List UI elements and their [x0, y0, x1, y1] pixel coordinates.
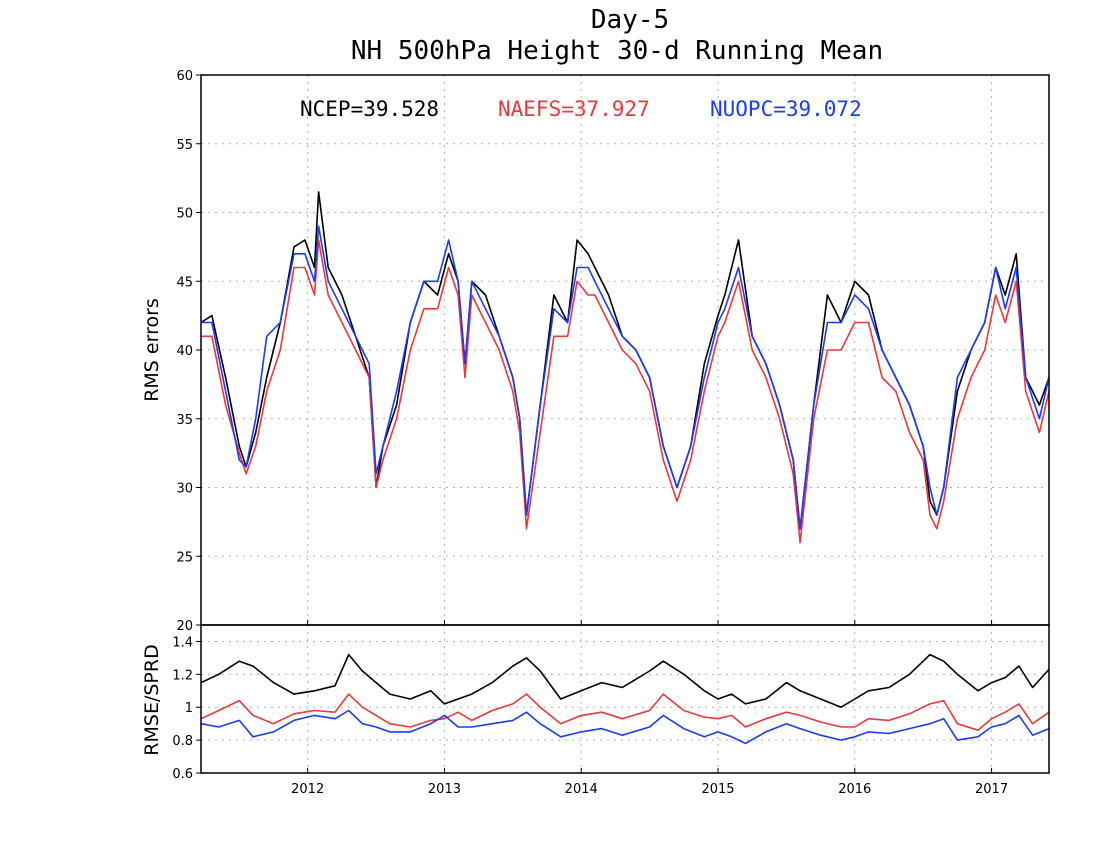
x-tick-label: 2014 [565, 782, 598, 797]
bottom-y-tick-label: 1 [185, 701, 193, 716]
top-y-tick-label: 50 [176, 207, 193, 222]
top-y-tick-label: 55 [176, 138, 193, 153]
x-tick-label: 2012 [291, 782, 324, 797]
legend-entry-0: NCEP=39.528 [300, 97, 439, 121]
top-y-axis-label: RMS errors [141, 298, 163, 402]
chart-subtitle: NH 500hPa Height 30-d Running Mean [351, 36, 883, 66]
bottom-panel: 0.6 0.8 1 1.2 1.4 2012 2013 2014 2015 2016 2017 [172, 624, 1050, 797]
x-tick-label: 2017 [975, 782, 1008, 797]
x-tick-label: 2015 [701, 782, 734, 797]
top-y-tick-label: 30 [176, 482, 193, 497]
bottom-y-tick-label: 1.2 [172, 668, 193, 683]
chart-title: Day-5 [591, 5, 669, 35]
bottom-plot-frame [200, 624, 1050, 774]
bottom-y-axis-label: RMSE/SPRD [141, 644, 163, 755]
bottom-series-line-0 [200, 653, 1050, 709]
bottom-y-tick-label: 0.8 [172, 734, 193, 749]
bottom-series-line-2 [200, 709, 1050, 745]
legend-entry-2: NUOPC=39.072 [710, 97, 862, 121]
top-y-tick-label: 35 [176, 413, 193, 428]
top-panel: 20 25 30 35 40 45 50 55 60 [176, 69, 1050, 634]
bottom-series-line-1 [200, 693, 1050, 732]
top-y-tick-label: 20 [176, 619, 193, 634]
top-y-tick-label: 45 [176, 275, 193, 290]
top-series-line-1 [201, 239, 1050, 544]
top-y-tick-label: 25 [176, 550, 193, 565]
bottom-y-tick-label: 1.4 [172, 635, 193, 650]
x-tick-label: 2016 [838, 782, 871, 797]
top-series-line-0 [200, 191, 1050, 530]
top-y-tick-label: 60 [176, 69, 193, 84]
legend-entry-1: NAEFS=37.927 [498, 97, 650, 121]
top-series-line-2 [201, 225, 1050, 530]
bottom-y-tick-label: 0.6 [172, 767, 193, 782]
top-y-tick-label: 40 [176, 344, 193, 359]
legend: NCEP=39.528 NAEFS=37.927 NUOPC=39.072 [300, 97, 862, 121]
x-tick-label: 2013 [428, 782, 461, 797]
